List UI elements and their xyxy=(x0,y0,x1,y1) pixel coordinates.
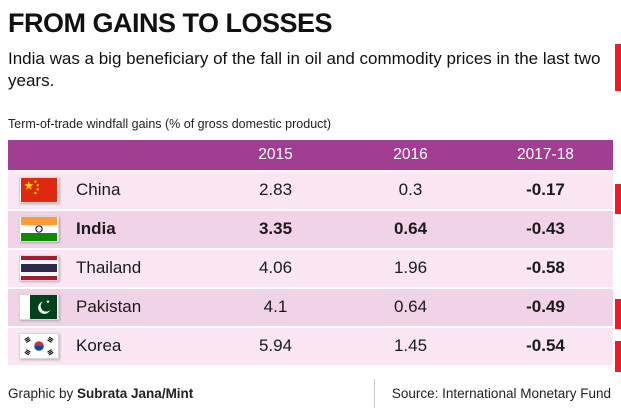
red-edge-marker xyxy=(615,341,621,372)
country-label: China xyxy=(76,180,121,200)
value-2015: 2.83 xyxy=(258,180,293,200)
column-header-2015: 2015 xyxy=(258,145,293,163)
red-edge-marker xyxy=(615,299,621,329)
red-edge-marker xyxy=(615,44,621,91)
value-2015: 5.94 xyxy=(258,336,293,356)
table-row-india: India 3.35 0.64 -0.43 xyxy=(8,210,613,248)
value-2017-18: -0.17 xyxy=(526,180,565,200)
india-flag-icon xyxy=(19,216,59,243)
credit-line: Graphic by Subrata Jana/Mint xyxy=(8,386,374,401)
flag-cell xyxy=(8,333,70,360)
credit-name: Subrata Jana/Mint xyxy=(77,386,194,401)
footer: Graphic by Subrata Jana/Mint Source: Int… xyxy=(8,379,613,408)
value-2017-18: -0.58 xyxy=(526,258,565,278)
table-row-china: China 2.83 0.3 -0.17 xyxy=(8,171,613,209)
table-row-thailand: Thailand 4.06 1.96 -0.58 xyxy=(8,249,613,287)
value-2016: 1.96 xyxy=(393,258,428,278)
south-korea-flag-icon xyxy=(19,333,59,360)
china-flag-icon xyxy=(19,177,59,204)
flag-cell xyxy=(8,255,70,282)
value-2016: 0.64 xyxy=(393,297,428,317)
value-2015: 4.06 xyxy=(258,258,293,278)
thailand-flag-icon xyxy=(19,255,59,282)
column-header-2016: 2016 xyxy=(393,145,428,163)
flag-cell xyxy=(8,294,70,321)
value-2016: 0.3 xyxy=(398,180,423,200)
source-line: Source: International Monetary Fund xyxy=(374,379,613,408)
table-body: China 2.83 0.3 -0.17 India 3.35 0.64 xyxy=(8,171,613,365)
credit-prefix: Graphic by xyxy=(8,386,78,401)
value-2015: 4.1 xyxy=(263,297,288,317)
table-header-row: 2015 2016 2017-18 xyxy=(8,139,613,170)
red-edge-marker xyxy=(615,184,621,214)
country-label: Thailand xyxy=(76,258,142,278)
measure-label: Term-of-trade windfall gains (% of gross… xyxy=(8,116,332,131)
value-2017-18: -0.54 xyxy=(526,336,565,356)
value-2016: 1.45 xyxy=(393,336,428,356)
flag-cell xyxy=(8,177,70,204)
pakistan-flag-icon xyxy=(19,294,59,321)
value-2017-18: -0.49 xyxy=(526,297,565,317)
country-label: India xyxy=(76,219,116,239)
country-label: Pakistan xyxy=(76,297,142,317)
value-2016: 0.64 xyxy=(393,219,428,239)
country-label: Korea xyxy=(76,336,122,356)
value-2017-18: -0.43 xyxy=(526,219,565,239)
table-row-pakistan: Pakistan 4.1 0.64 -0.49 xyxy=(8,288,613,326)
page-title: FROM GAINS TO LOSSES xyxy=(8,8,333,38)
table-row-korea: Korea 5.94 1.45 -0.54 xyxy=(8,327,613,365)
data-table: 2015 2016 2017-18 China 2.83 xyxy=(8,139,613,365)
subtitle: India was a big beneficiary of the fall … xyxy=(8,49,601,91)
column-header-2017-18: 2017-18 xyxy=(517,145,574,163)
value-2015: 3.35 xyxy=(258,219,293,239)
flag-cell xyxy=(8,216,70,243)
